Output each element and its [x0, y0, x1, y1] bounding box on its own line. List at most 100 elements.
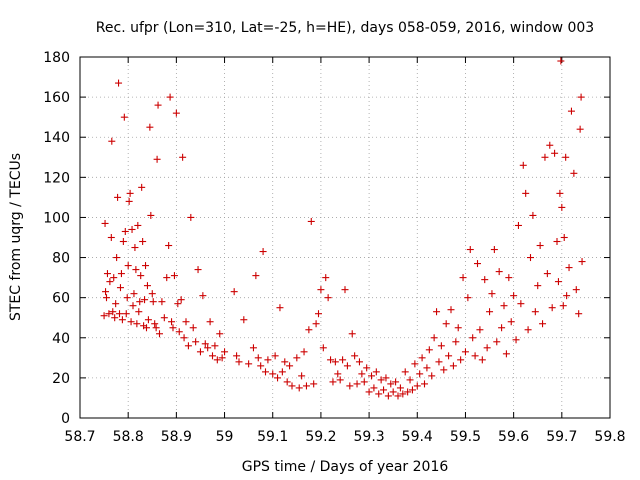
data-point — [536, 242, 544, 250]
data-point — [560, 234, 568, 241]
data-point — [392, 378, 400, 386]
data-point — [170, 272, 178, 280]
data-point — [221, 348, 229, 356]
data-point — [355, 358, 363, 366]
data-point — [461, 348, 469, 356]
data-point — [158, 298, 166, 306]
data-point — [554, 278, 562, 286]
data-point — [103, 270, 111, 278]
data-point — [559, 302, 567, 310]
data-point — [166, 93, 174, 101]
data-point — [394, 392, 402, 400]
data-point — [213, 356, 221, 364]
data-point — [165, 242, 173, 250]
data-point — [137, 272, 145, 280]
y-tick-label: 20 — [52, 371, 70, 387]
data-point — [128, 225, 136, 233]
data-point — [115, 79, 123, 87]
data-point — [522, 189, 530, 197]
data-point — [194, 266, 202, 274]
data-point — [107, 234, 115, 241]
grid-lines — [80, 57, 610, 418]
y-tick-label: 80 — [52, 251, 70, 267]
data-point — [387, 380, 395, 388]
data-point — [201, 340, 209, 348]
data-point — [329, 378, 337, 386]
data-point — [129, 302, 137, 310]
data-point — [442, 320, 450, 328]
data-point — [399, 390, 407, 398]
data-point — [454, 324, 462, 332]
data-point — [106, 278, 114, 286]
data-point — [276, 304, 284, 312]
data-point — [476, 326, 484, 334]
data-point — [235, 358, 243, 366]
data-point — [421, 380, 428, 388]
data-point — [418, 354, 426, 362]
x-tick-label: 59 — [216, 429, 234, 445]
data-point — [216, 330, 224, 338]
data-point — [331, 358, 339, 366]
data-point — [149, 298, 157, 306]
data-point — [288, 382, 296, 390]
data-point — [156, 330, 163, 338]
data-point — [510, 292, 518, 300]
data-point — [567, 107, 575, 115]
data-point — [131, 244, 139, 252]
data-point — [556, 189, 564, 197]
data-point — [211, 342, 219, 350]
data-point — [360, 378, 368, 386]
data-point — [558, 203, 566, 211]
data-point — [142, 262, 150, 270]
data-point — [423, 364, 431, 372]
data-point — [343, 362, 351, 370]
data-point — [108, 137, 116, 145]
y-tick-label: 100 — [43, 210, 70, 226]
data-point — [500, 302, 508, 310]
data-point — [307, 217, 315, 225]
data-point — [209, 352, 216, 360]
data-point — [175, 328, 183, 336]
y-tick-label: 120 — [43, 170, 70, 186]
data-point — [406, 376, 414, 384]
x-tick-label: 59.6 — [498, 429, 529, 445]
data-point — [469, 334, 477, 342]
data-point — [490, 246, 498, 254]
data-point — [116, 310, 124, 318]
data-point — [302, 382, 310, 390]
data-point — [259, 248, 267, 256]
data-point — [116, 284, 124, 292]
data-point — [160, 314, 168, 322]
data-point — [411, 360, 419, 368]
data-point — [120, 113, 128, 121]
data-point — [543, 270, 551, 278]
data-point — [133, 320, 141, 328]
data-point — [517, 300, 525, 308]
data-point — [327, 356, 335, 364]
data-point — [319, 344, 327, 352]
data-point — [459, 274, 467, 282]
data-point — [196, 348, 204, 356]
data-point — [315, 310, 322, 318]
data-point — [257, 362, 265, 370]
data-point — [305, 326, 313, 334]
data-point — [281, 358, 289, 366]
y-tick-label: 0 — [61, 411, 70, 427]
data-point — [204, 344, 212, 352]
data-point — [563, 292, 571, 300]
data-point — [396, 384, 404, 392]
data-point — [519, 161, 527, 169]
data-point — [310, 380, 318, 388]
data-point — [146, 123, 154, 131]
data-point — [437, 342, 445, 350]
data-point — [218, 354, 226, 362]
data-point — [498, 324, 506, 332]
data-point — [577, 93, 585, 101]
data-point — [271, 352, 279, 360]
data-point — [300, 348, 308, 356]
data-point — [353, 380, 361, 388]
x-tick-label: 59.7 — [546, 429, 577, 445]
data-point — [100, 312, 108, 320]
data-point — [110, 274, 118, 282]
data-point — [384, 392, 392, 400]
